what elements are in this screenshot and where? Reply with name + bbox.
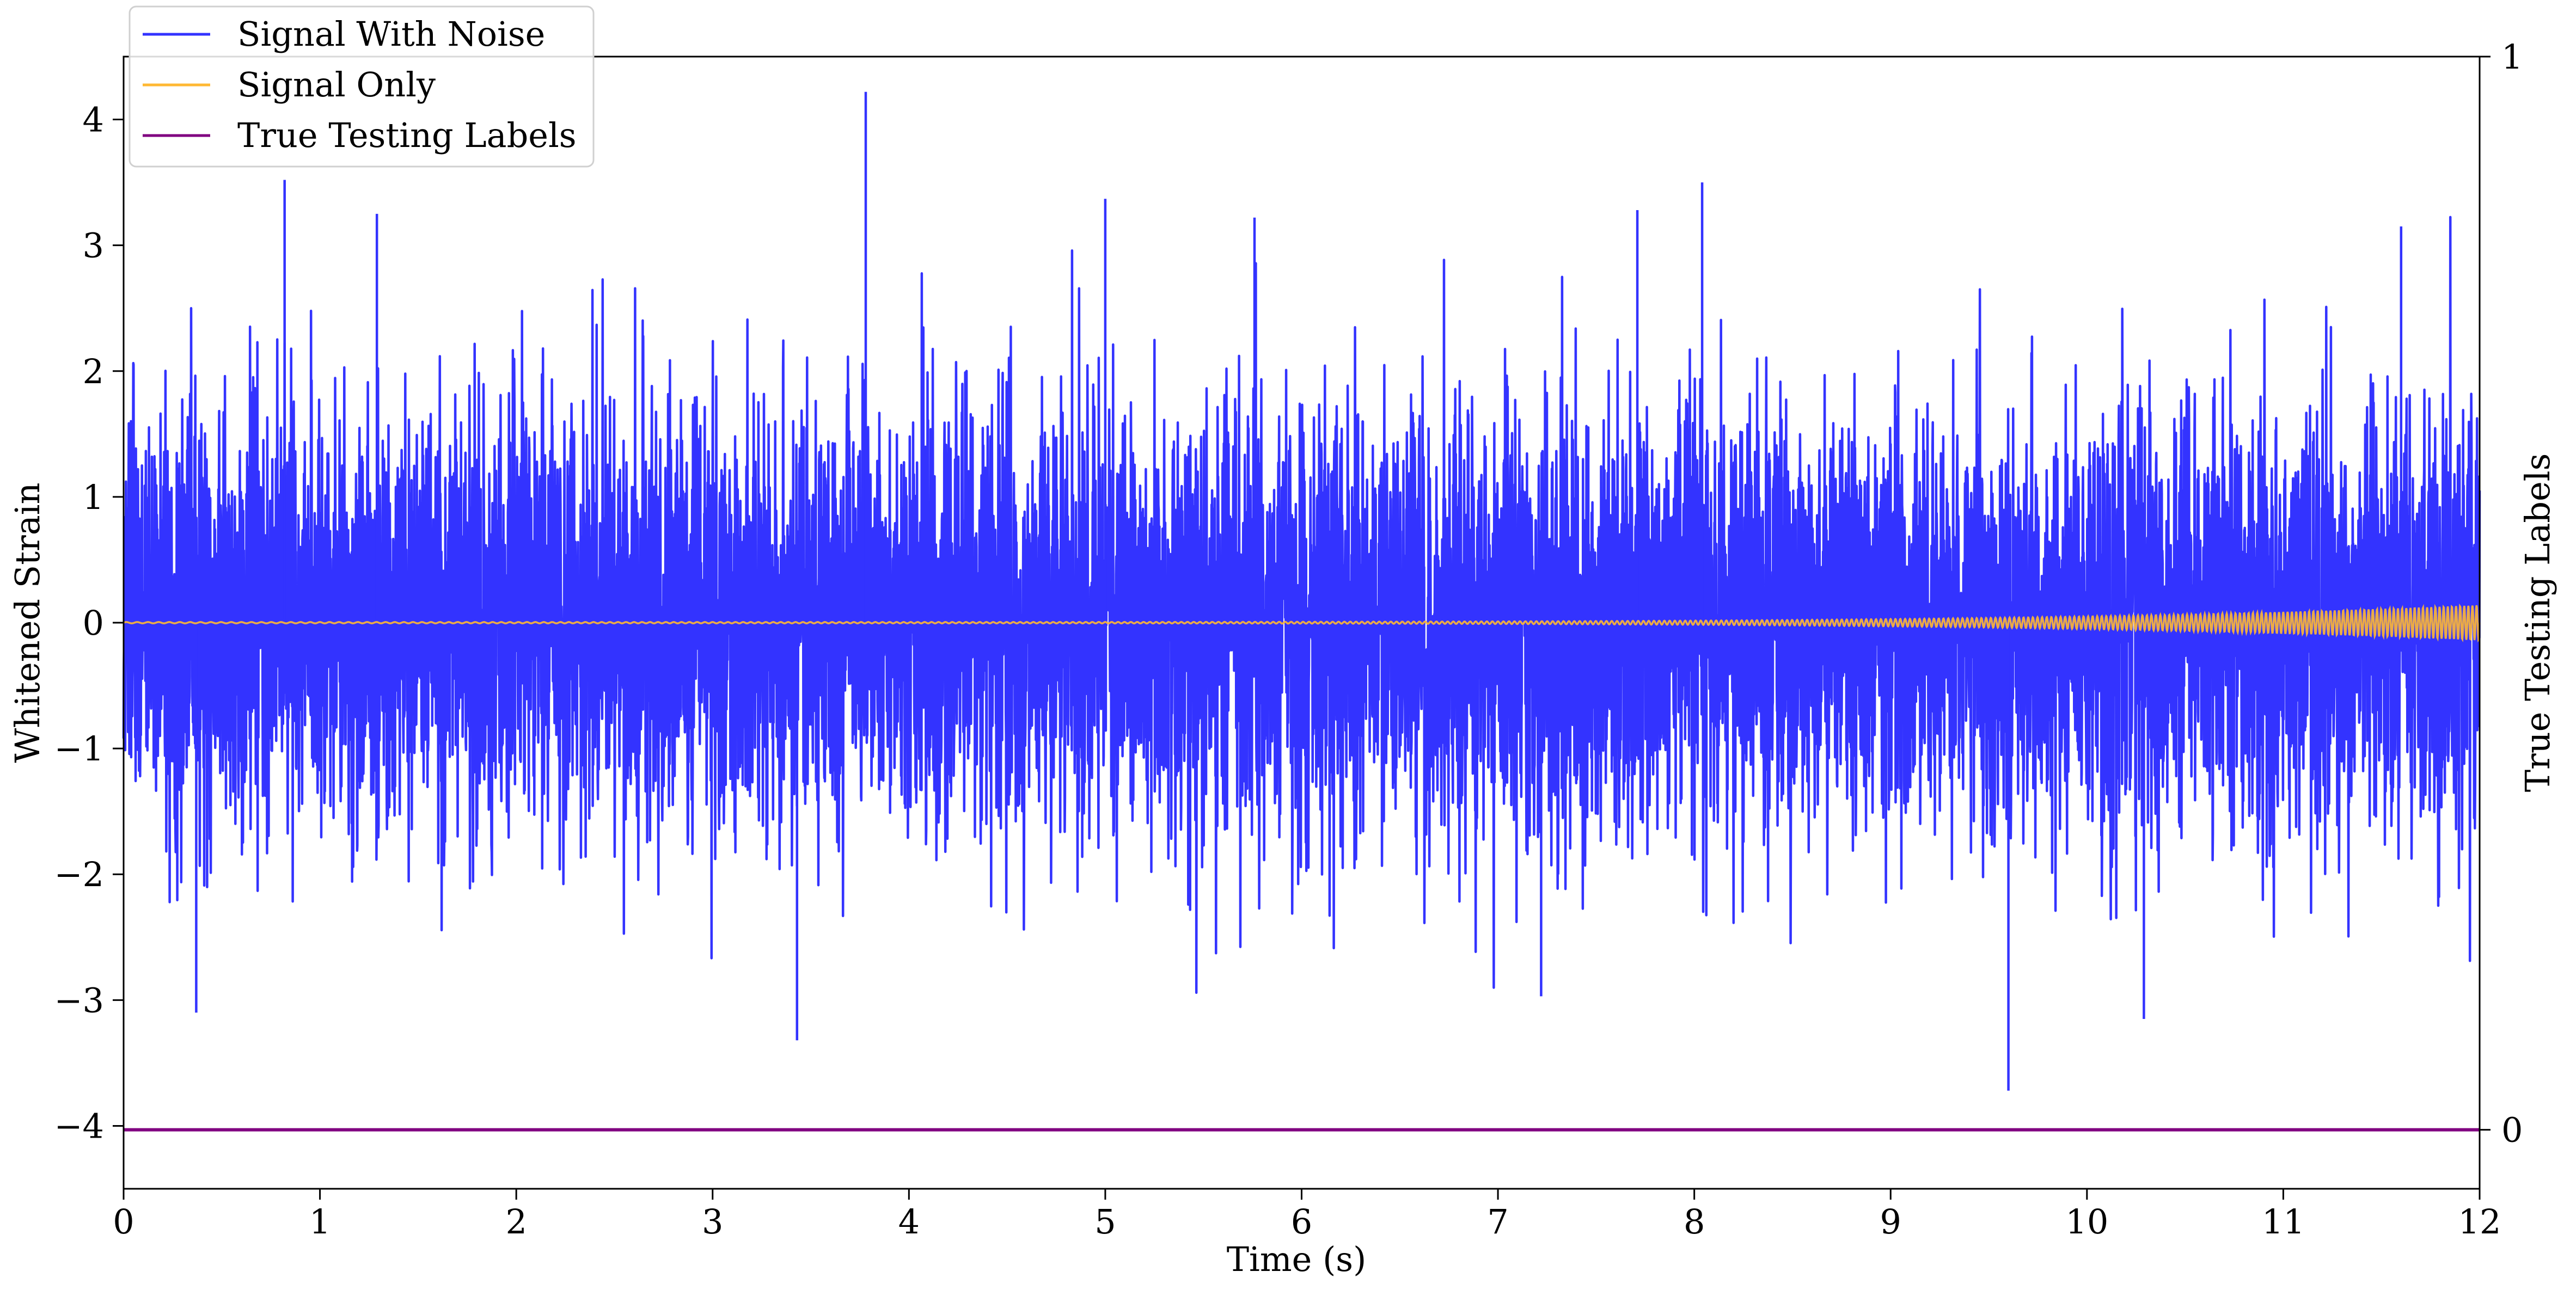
y-tick-label: 3	[83, 226, 104, 266]
y-axis-label: Whitened Strain	[8, 483, 47, 763]
y2-tick-label: 1	[2501, 37, 2523, 77]
y-tick-label: 4	[83, 100, 104, 140]
y-tick-label: 1	[83, 477, 104, 517]
signal-with-noise-line	[122, 216, 2481, 994]
x-tick-label: 12	[2458, 1202, 2501, 1242]
y-tick-label: −1	[54, 729, 104, 769]
x-tick-label: 8	[1684, 1202, 1705, 1242]
x-tick-label: 10	[2065, 1202, 2108, 1242]
x-tick-label: 11	[2262, 1202, 2305, 1242]
y-tick-label: −2	[54, 855, 104, 894]
signal-only-series	[123, 603, 2481, 643]
signal-with-noise-series	[122, 91, 2481, 1091]
signal-only-line	[123, 603, 2481, 643]
legend: Signal With Noise Signal Only True Testi…	[129, 5, 595, 168]
legend-label-true-testing-labels: True Testing Labels	[237, 115, 577, 155]
legend-label-signal-only: Signal Only	[237, 65, 436, 105]
x-axis-label: Time (s)	[1227, 1239, 1367, 1279]
legend-box	[129, 5, 595, 168]
y2-axis-ticks: 01	[2480, 37, 2523, 1150]
x-tick-label: 6	[1291, 1202, 1312, 1242]
x-tick-label: 2	[505, 1202, 527, 1242]
y-tick-label: 0	[83, 603, 104, 643]
y-tick-label: −3	[54, 980, 104, 1020]
y2-tick-label: 0	[2501, 1110, 2523, 1150]
legend-label-signal-with-noise: Signal With Noise	[237, 14, 545, 54]
x-tick-label: 9	[1880, 1202, 1901, 1242]
y-axis-ticks: −4 −3 −2 −1 0 1 2 3 4	[54, 100, 124, 1146]
x-tick-label: 3	[702, 1202, 723, 1242]
x-tick-label: 4	[898, 1202, 920, 1242]
x-axis-ticks: 0 1 2 3 4 5 6 7 8 9 10 11 12	[113, 1189, 2501, 1242]
x-tick-label: 7	[1487, 1202, 1508, 1242]
y-tick-label: 2	[83, 352, 104, 391]
x-tick-label: 5	[1094, 1202, 1116, 1242]
x-tick-label: 1	[309, 1202, 331, 1242]
y2-axis-label: True Testing Labels	[2518, 453, 2557, 793]
y-tick-label: −4	[54, 1106, 104, 1146]
x-tick-label: 0	[113, 1202, 134, 1242]
